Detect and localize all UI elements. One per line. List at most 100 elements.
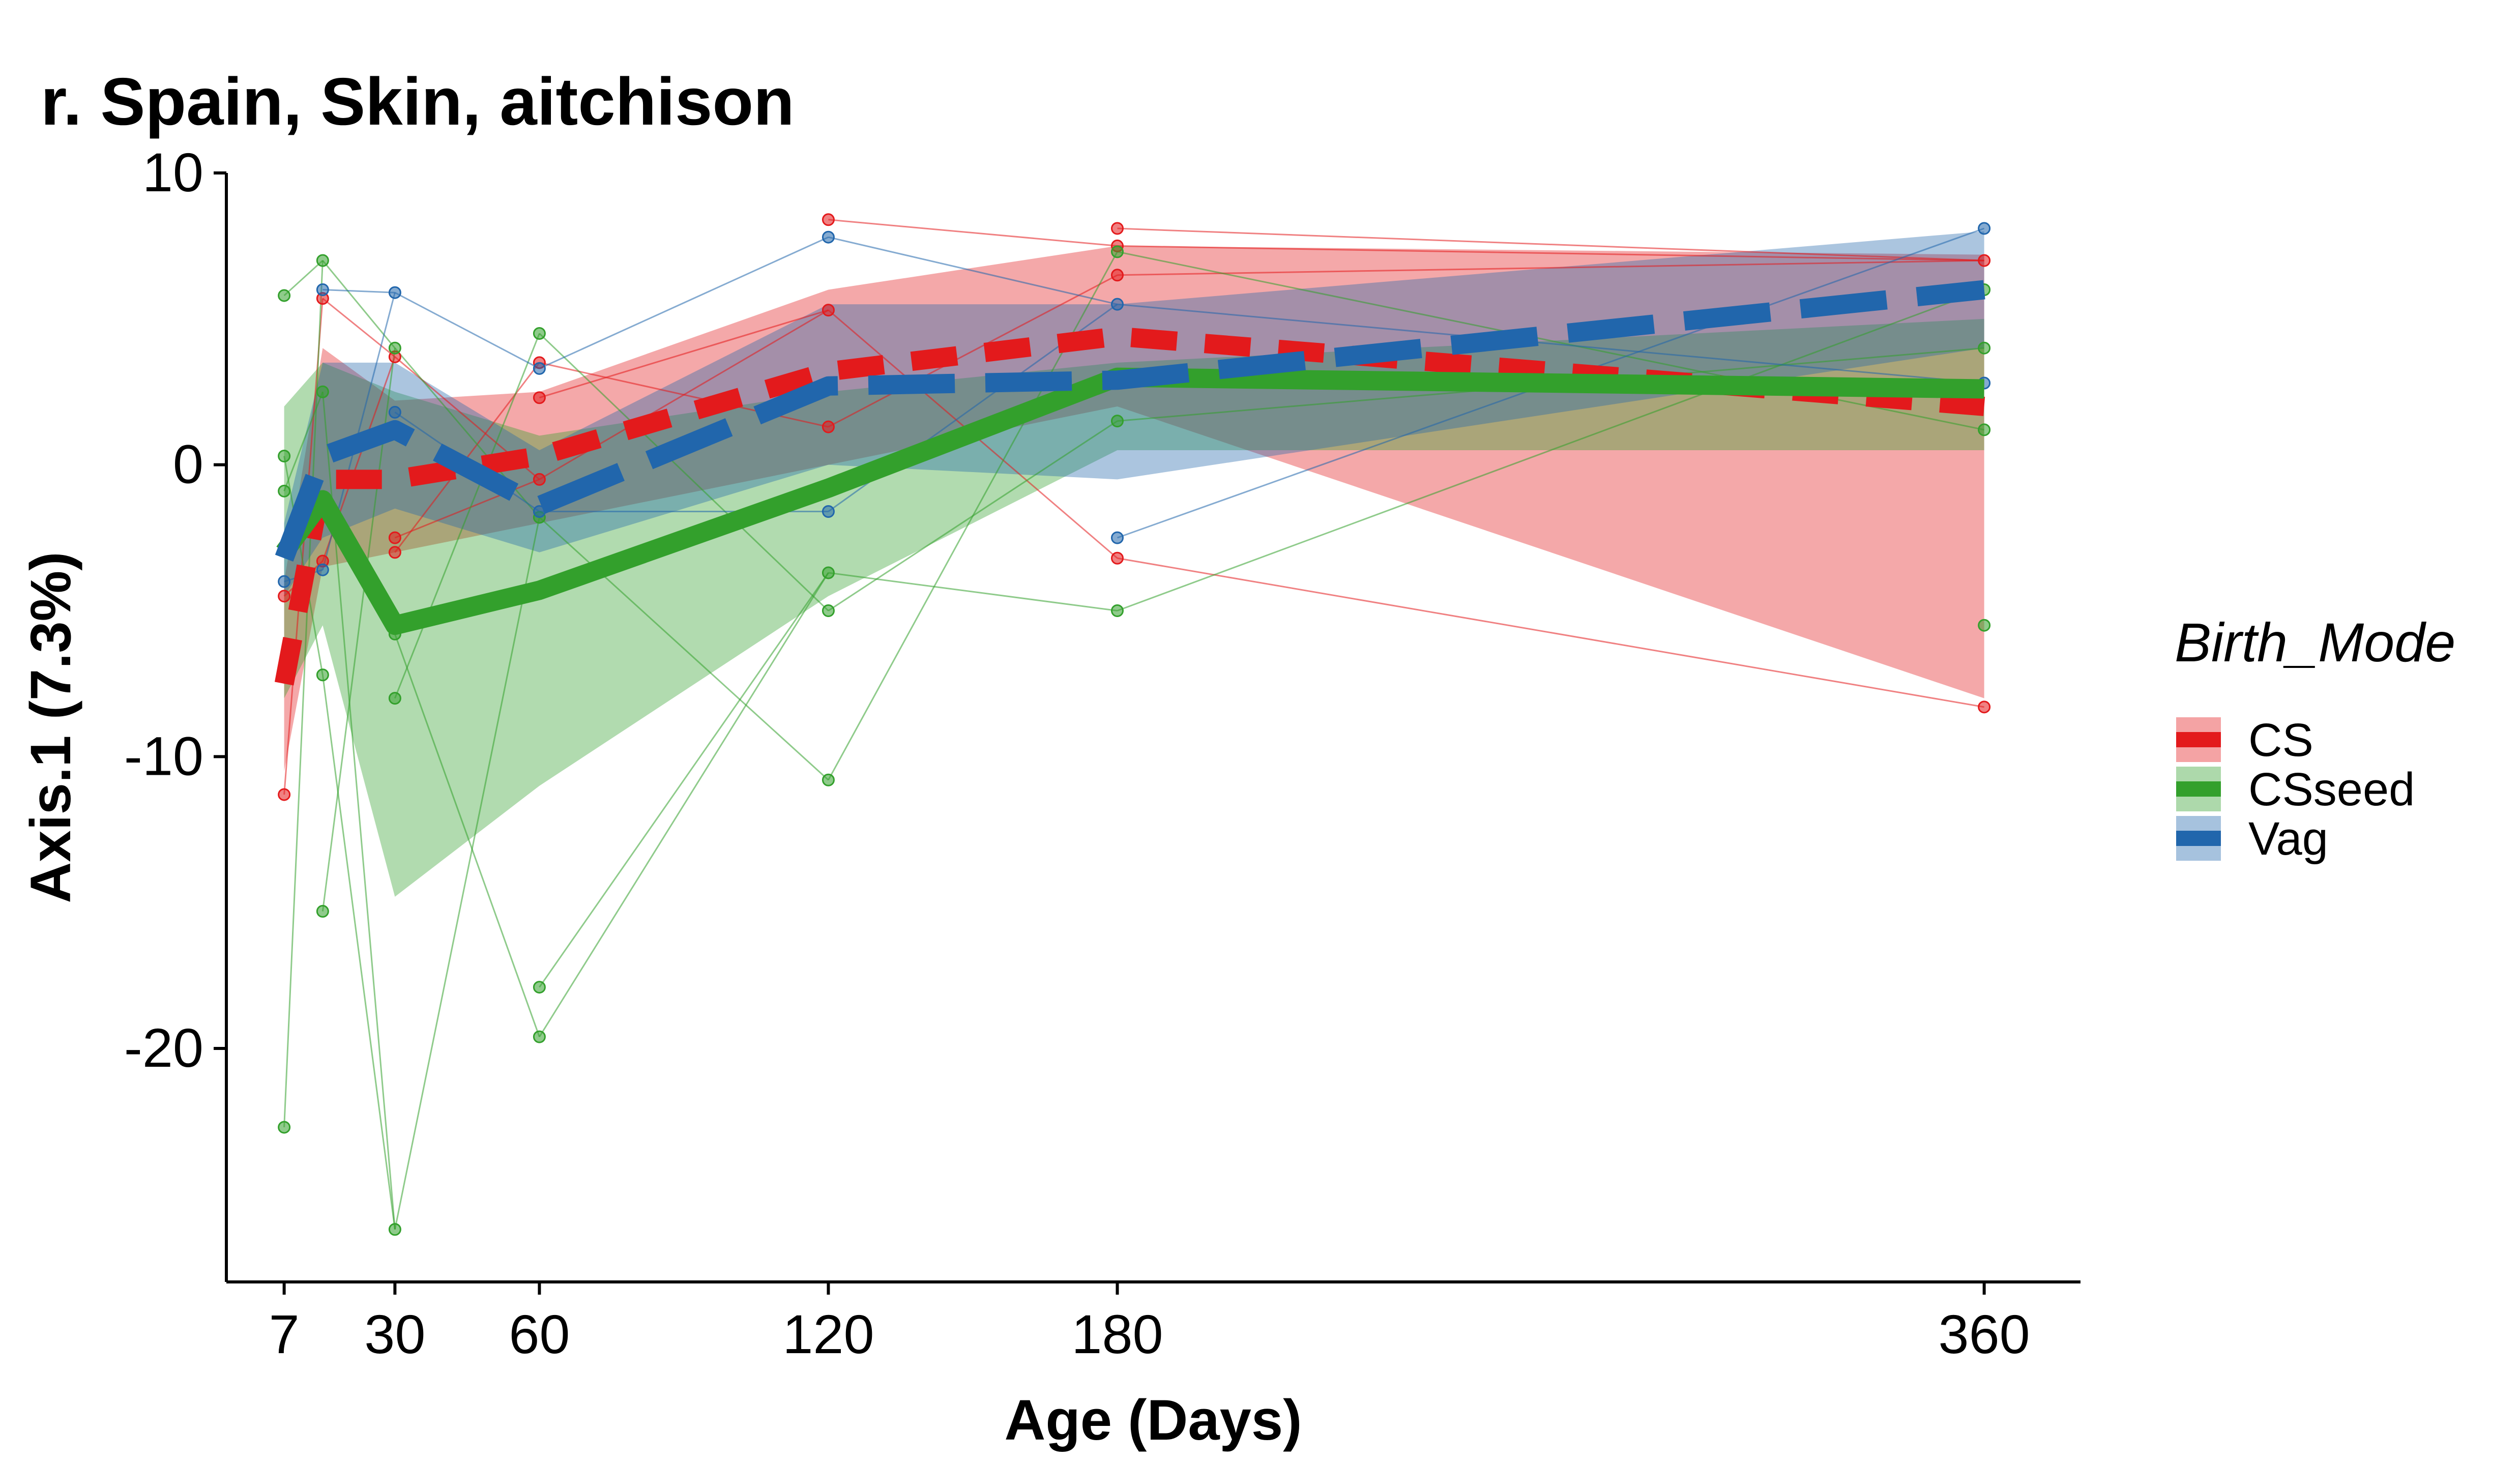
trace-CS <box>828 274 1118 428</box>
trace-Vag <box>828 236 1118 305</box>
point-CSseed <box>822 773 835 786</box>
y-tick-label: -20 <box>124 1017 203 1078</box>
point-CSseed <box>316 668 329 682</box>
point-CSseed <box>533 981 546 994</box>
point-CS <box>278 590 291 603</box>
point-CS <box>1110 222 1124 235</box>
point-CSseed <box>278 449 291 462</box>
point-CSseed <box>316 254 329 267</box>
chart-title: r. Spain, Skin, aitchison <box>41 64 795 139</box>
point-Vag <box>316 563 329 576</box>
trace-CSseed <box>394 517 540 1230</box>
point-Vag <box>822 505 835 518</box>
trace-CSseed <box>539 333 829 611</box>
legend-label: CS <box>2248 714 2313 766</box>
mean-line-Vag <box>275 280 1985 562</box>
point-Vag <box>388 286 401 299</box>
subject-traces <box>283 219 1985 1230</box>
trace-CSseed <box>322 260 396 349</box>
point-CS <box>822 420 835 433</box>
x-axis-title: Age (Days) <box>1004 1388 1302 1452</box>
point-CSseed <box>278 1121 291 1134</box>
point-CSseed <box>1110 415 1124 428</box>
point-CSseed <box>278 484 291 498</box>
point-CS <box>1110 269 1124 282</box>
plot-area <box>274 213 1991 1236</box>
legend-label: CSseed <box>2248 764 2415 815</box>
point-CS <box>388 531 401 544</box>
trace-CS <box>1117 245 1984 261</box>
trace-CSseed <box>539 572 829 988</box>
point-CS <box>822 213 835 226</box>
point-CSseed <box>316 904 329 918</box>
point-CSseed <box>1978 619 1991 632</box>
trace-CS <box>283 298 324 795</box>
trace-Vag <box>394 291 540 369</box>
mean-lines <box>274 280 1985 686</box>
data-points <box>278 213 1991 1236</box>
point-CSseed <box>533 327 546 340</box>
x-tick-label: 360 <box>1939 1303 2030 1365</box>
point-CSseed <box>1110 245 1124 258</box>
y-ticks: 10 0 -10 -20 <box>124 141 226 1078</box>
point-CSseed <box>388 341 401 355</box>
point-CS <box>533 473 546 486</box>
x-tick-label: 180 <box>1071 1303 1163 1365</box>
trace-CSseed <box>828 572 1118 612</box>
point-CS <box>278 788 291 801</box>
y-tick-label: 0 <box>173 433 203 495</box>
trace-CS <box>1117 557 1984 708</box>
trace-CSseed <box>394 333 540 699</box>
y-axis-title: Axis.1 (7.3%) <box>19 552 82 903</box>
point-CSseed <box>1978 341 1991 355</box>
point-Vag <box>316 283 329 296</box>
x-tick-label: 120 <box>782 1303 874 1365</box>
point-CS <box>1110 551 1124 565</box>
x-tick-label: 7 <box>269 1303 300 1365</box>
trace-Vag <box>539 236 829 369</box>
band-Vag <box>284 231 1984 596</box>
point-CSseed <box>822 566 835 579</box>
trace-CSseed <box>283 456 324 675</box>
trace-CSseed <box>394 633 540 1037</box>
x-ticks: 7 30 60 120 180 360 <box>269 1282 2030 1365</box>
point-CSseed <box>1110 604 1124 618</box>
point-CS <box>822 304 835 317</box>
point-CS <box>1978 700 1991 714</box>
trace-CSseed <box>1117 289 1985 611</box>
trace-CSseed <box>283 259 324 297</box>
trace-CS <box>322 298 396 358</box>
point-CS <box>388 546 401 559</box>
band-CSseed <box>284 318 1984 897</box>
point-CSseed <box>822 604 835 618</box>
point-Vag <box>1978 222 1991 235</box>
trace-Vag <box>323 288 395 294</box>
trace-CSseed <box>283 260 324 1128</box>
point-Vag <box>388 405 401 419</box>
trace-CSseed <box>539 572 829 1037</box>
point-Vag <box>278 575 291 588</box>
point-CSseed <box>278 289 291 302</box>
point-Vag <box>1110 531 1124 544</box>
x-tick-label: 30 <box>364 1303 425 1365</box>
trace-CS <box>539 309 829 399</box>
trace-CSseed <box>1117 251 1984 431</box>
point-CS <box>1978 254 1991 267</box>
point-CSseed <box>388 692 401 705</box>
trace-CSseed <box>539 516 829 781</box>
point-Vag <box>1110 298 1124 311</box>
trace-CS <box>1117 259 1984 276</box>
point-CSseed <box>533 1030 546 1043</box>
x-tick-label: 60 <box>509 1303 570 1365</box>
trace-CSseed <box>321 675 396 1230</box>
point-CSseed <box>1978 423 1991 436</box>
legend-title: Birth_Mode <box>2175 611 2455 673</box>
trace-Vag <box>1117 303 1984 384</box>
y-tick-label: -10 <box>124 725 203 786</box>
point-CS <box>533 391 546 404</box>
point-CSseed <box>316 385 329 398</box>
point-Vag <box>822 230 835 244</box>
